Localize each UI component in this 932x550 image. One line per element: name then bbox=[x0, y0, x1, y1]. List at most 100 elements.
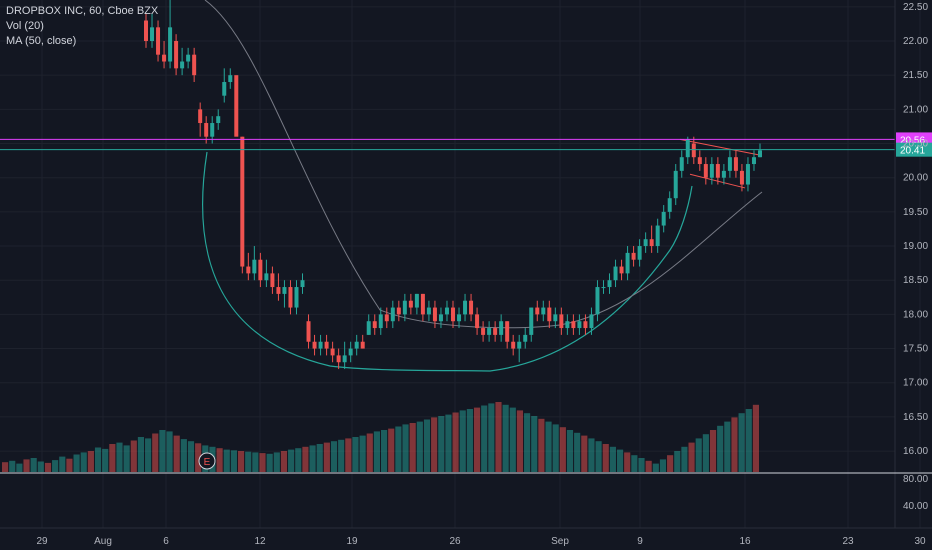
candle-body bbox=[438, 314, 443, 322]
candle-body bbox=[643, 239, 648, 247]
candle-body bbox=[306, 321, 311, 342]
volume-bar bbox=[180, 439, 187, 472]
candle-body bbox=[354, 341, 359, 349]
volume-bar bbox=[409, 423, 416, 472]
candle-body bbox=[324, 341, 329, 349]
candle-body bbox=[168, 27, 173, 62]
legend-title: DROPBOX INC, 60, Cboe BZX bbox=[6, 5, 159, 17]
earnings-event-marker[interactable]: E bbox=[198, 452, 216, 470]
candle-body bbox=[432, 307, 437, 322]
volume-bar bbox=[681, 446, 688, 472]
volume-bar bbox=[237, 451, 245, 472]
volume-bar bbox=[488, 403, 495, 472]
volume-bar bbox=[2, 462, 9, 472]
candle-body bbox=[378, 314, 383, 329]
volume-bar bbox=[574, 432, 581, 472]
ma-line bbox=[204, 0, 763, 329]
volume-bar bbox=[752, 404, 759, 472]
candle-body bbox=[463, 300, 468, 315]
time-tick-label: 30 bbox=[914, 536, 926, 547]
volume-bar bbox=[73, 454, 80, 472]
candle-body bbox=[366, 321, 371, 335]
candle-body bbox=[733, 157, 738, 171]
candle-body bbox=[481, 328, 486, 335]
candle-body bbox=[535, 307, 540, 315]
time-tick-label: 23 bbox=[842, 536, 854, 547]
volume-bar bbox=[145, 438, 152, 472]
candle-body bbox=[727, 157, 732, 171]
volume-bar bbox=[302, 446, 309, 472]
candle-body bbox=[384, 314, 389, 322]
price-tick-label: 19.00 bbox=[903, 241, 928, 252]
candle-body bbox=[697, 157, 702, 165]
event-label: E bbox=[204, 457, 211, 468]
volume-bar bbox=[688, 442, 695, 472]
volume-bar bbox=[566, 430, 574, 472]
candle-body bbox=[559, 314, 564, 329]
candle-body bbox=[571, 321, 576, 329]
time-tick-label: 6 bbox=[163, 536, 169, 547]
volume-bar bbox=[66, 458, 73, 472]
candle-body bbox=[186, 54, 191, 62]
candle-body bbox=[637, 246, 642, 260]
candle-body bbox=[649, 239, 654, 247]
candle-body bbox=[721, 170, 726, 178]
candle-body bbox=[631, 252, 636, 260]
candle-body bbox=[758, 150, 762, 158]
volume-bar bbox=[373, 431, 380, 472]
volume-bar bbox=[216, 448, 223, 472]
volume-bar bbox=[616, 449, 624, 472]
candle-body bbox=[444, 307, 449, 315]
volume-bar bbox=[481, 405, 488, 472]
candle-body bbox=[312, 341, 317, 349]
volume-bar bbox=[187, 441, 195, 472]
candle-body bbox=[601, 287, 606, 289]
candle-body bbox=[180, 61, 185, 69]
candle-body bbox=[511, 341, 516, 349]
volume-bar bbox=[516, 410, 524, 472]
candle-body bbox=[342, 355, 347, 363]
candle-body bbox=[150, 27, 155, 42]
volume-bar bbox=[316, 444, 323, 472]
volume-bar bbox=[609, 446, 616, 472]
volume-bar bbox=[130, 440, 137, 472]
candle-body bbox=[162, 54, 167, 62]
volume-bar bbox=[423, 419, 431, 472]
volume-bar bbox=[30, 458, 37, 472]
time-tick-label: 16 bbox=[739, 536, 751, 547]
candle-body bbox=[541, 307, 546, 315]
candle-body bbox=[553, 314, 558, 322]
volume-bar bbox=[80, 452, 87, 472]
volume-bar bbox=[366, 433, 373, 472]
volume-bar bbox=[16, 463, 23, 472]
volume-bar bbox=[538, 418, 545, 472]
candle-body bbox=[667, 198, 672, 212]
volume-bar bbox=[631, 455, 638, 472]
volume-bar bbox=[445, 414, 452, 472]
price-tick-label: 16.00 bbox=[903, 446, 928, 457]
volume-bar bbox=[438, 416, 445, 472]
candle-body bbox=[595, 287, 600, 315]
price-badge-label: 20.56 bbox=[900, 135, 925, 146]
price-tick-label: 21.50 bbox=[903, 70, 928, 81]
candle-body bbox=[487, 328, 492, 335]
candle-body bbox=[517, 341, 522, 349]
time-tick-label: 29 bbox=[36, 536, 48, 547]
price-badge-label: 20.41 bbox=[900, 146, 925, 157]
candle-body bbox=[529, 307, 534, 335]
candle-body bbox=[655, 225, 660, 247]
cup-line bbox=[201, 151, 693, 372]
volume-bar bbox=[259, 453, 266, 472]
time-tick-label: 12 bbox=[254, 536, 266, 547]
candle-body bbox=[246, 266, 251, 274]
volume-bar bbox=[473, 407, 481, 472]
legend-ma: MA (50, close) bbox=[6, 35, 77, 47]
price-tick-label: 18.50 bbox=[903, 275, 928, 286]
candle-body bbox=[360, 341, 365, 349]
volume-bar bbox=[245, 451, 252, 472]
volume-bar bbox=[94, 447, 102, 472]
volume-bar bbox=[652, 463, 659, 472]
price-tick-label: 22.00 bbox=[903, 36, 928, 47]
legend-volume: Vol (20) bbox=[6, 20, 44, 32]
